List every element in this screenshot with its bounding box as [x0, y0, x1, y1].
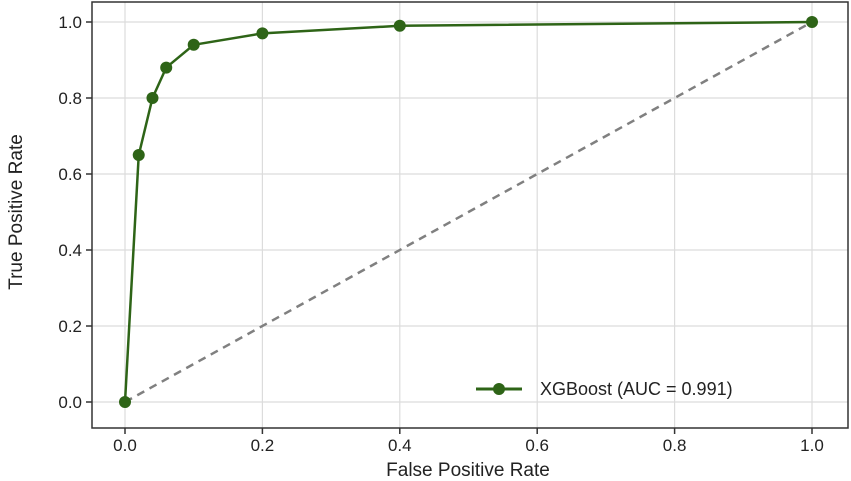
data-point-5: [256, 27, 269, 40]
legend: XGBoost (AUC = 0.991): [476, 379, 733, 399]
data-point-0: [119, 396, 131, 408]
grid-lines: [92, 2, 848, 428]
y-tick-label-2: 0.4: [58, 241, 82, 260]
y-tick-label-1: 0.2: [58, 317, 82, 336]
data-point-7: [806, 16, 818, 28]
data-point-6: [393, 19, 406, 32]
x-tick-label-0: 0.0: [113, 436, 137, 455]
axis-ticks: 0.0 0.2 0.4 0.6 0.8 1.0 0.0 0.2 0.4 0.6 0.8 1.0: [58, 13, 823, 455]
y-tick-label-0: 0.0: [58, 393, 82, 412]
series-line-0: [123, 20, 813, 403]
x-tick-label-3: 0.6: [525, 436, 549, 455]
chance-line: [124, 20, 813, 404]
data-point-2: [146, 92, 159, 104]
plot-frame: [91, 1, 849, 429]
y-axis-label: True Positive Rate: [6, 134, 27, 290]
y-tick-label-3: 0.6: [58, 165, 82, 184]
legend-entry-xgboost: XGBoost (AUC = 0.991): [540, 379, 733, 399]
data-point-3: [160, 61, 173, 74]
roc-series: [119, 16, 818, 408]
y-tick-label-5: 1.0: [58, 13, 82, 32]
x-tick-label-1: 0.2: [251, 436, 275, 455]
x-tick-label-4: 0.8: [663, 436, 687, 455]
x-tick-label-2: 0.4: [388, 436, 412, 455]
reference-diagonal: [124, 20, 813, 404]
legend-marker-swatch: [493, 383, 505, 395]
data-point-1: [132, 149, 145, 161]
x-axis-label: False Positive Rate: [386, 460, 550, 481]
x-tick-label-5: 1.0: [800, 436, 824, 455]
data-point-4: [187, 38, 200, 51]
plot-border: [91, 1, 849, 429]
y-tick-label-4: 0.8: [58, 89, 82, 108]
